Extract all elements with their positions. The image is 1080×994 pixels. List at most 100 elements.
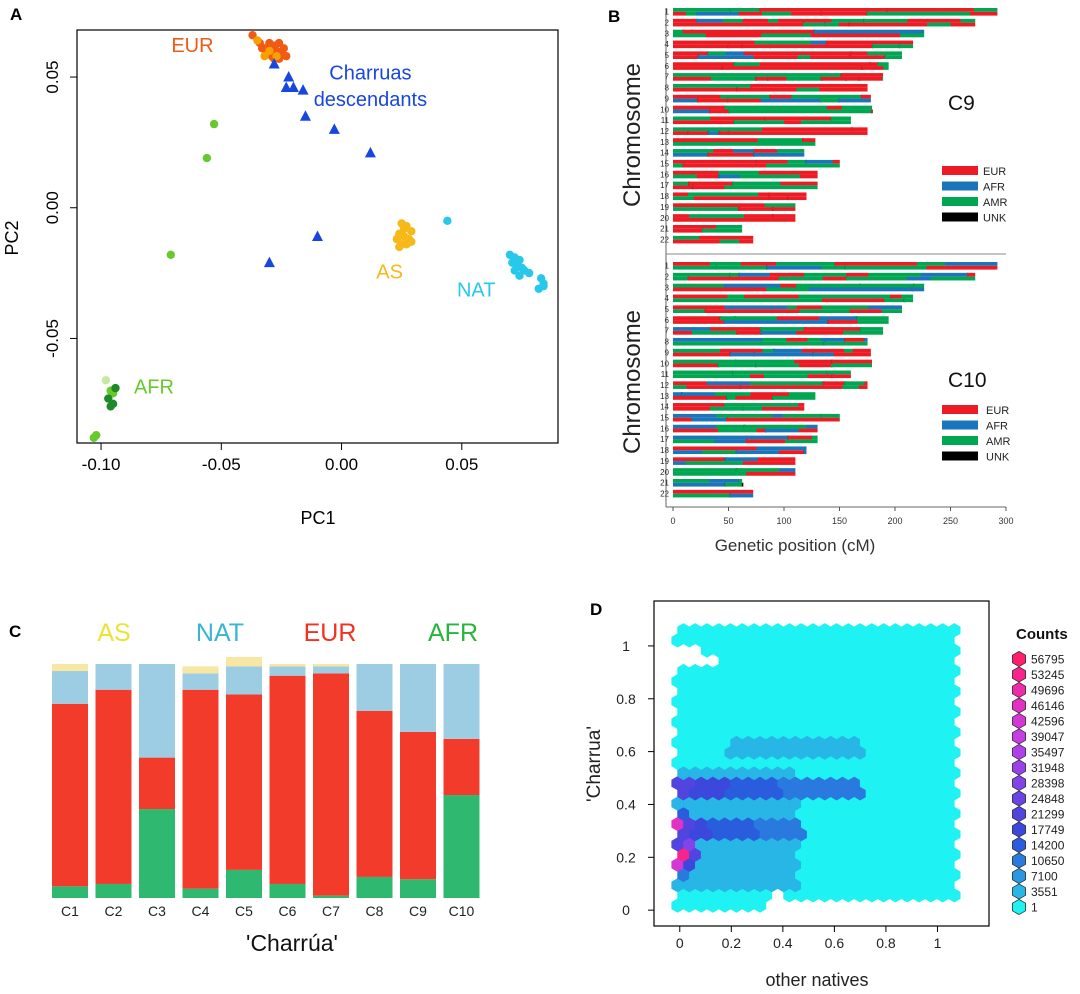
ancestry-bar-segment (269, 666, 306, 676)
hexbin-cell (942, 633, 955, 648)
ancestry-segment (785, 214, 796, 218)
hexbin-cell (748, 847, 761, 862)
ancestry-segment (820, 413, 840, 418)
ancestry-segment (859, 327, 884, 331)
ancestry-segment (763, 403, 799, 407)
ancestry-segment (673, 413, 717, 418)
hexbin-cell (901, 643, 914, 658)
hexbin-cell (889, 786, 902, 801)
hexbin-cell (718, 674, 731, 689)
hexbin-cell (830, 827, 843, 842)
hexbin-cell (942, 776, 955, 791)
hexbin-cell (871, 857, 884, 872)
hexbin-cell (824, 755, 837, 770)
ancestry-segment (831, 363, 856, 368)
hexbin-cell (877, 663, 890, 679)
hexbin-cell (748, 806, 761, 821)
ancestry-segment (673, 283, 725, 288)
hexbin-cell (895, 633, 908, 648)
ancestry-segment (691, 287, 730, 292)
hexbin-cell (924, 847, 937, 862)
hexbin-cell (753, 898, 767, 913)
hexbin-cell (695, 776, 708, 791)
hexbin-cell (912, 867, 926, 883)
hexbin-cell (765, 878, 778, 893)
ancestry-segment (726, 341, 778, 346)
hexbin-cell (759, 867, 772, 883)
ancestry-segment (778, 450, 804, 455)
hexbin-cell (901, 745, 914, 760)
hexbin-cell (759, 786, 772, 801)
ancestry-segment (761, 109, 806, 114)
ancestry-segment (816, 417, 840, 422)
chromosome-x-tick-label: 100 (776, 516, 791, 526)
hexbin-cell (824, 878, 837, 893)
hexbin-cell (883, 857, 896, 872)
hexbin-cell (683, 796, 696, 811)
ancestry-segment (708, 374, 751, 379)
hexbin-cell (677, 806, 690, 821)
ancestry-segment (673, 225, 717, 229)
chromosome-number: 3 (665, 283, 670, 292)
hexbin-cell (848, 735, 861, 750)
ancestry-segment (797, 55, 811, 59)
ancestry-segment (736, 330, 761, 335)
hexbin-cell (871, 816, 884, 832)
ancestry-segment (753, 149, 765, 153)
ancestry-bar-segment (443, 738, 480, 796)
ancestry-segment (723, 283, 781, 288)
hexbin-cell (842, 704, 855, 719)
ancestry-segment (868, 29, 924, 34)
hexbin-cell (948, 827, 961, 842)
hexbin-cell (865, 888, 878, 903)
ancestry-segment (780, 283, 797, 288)
hexbin-cell (836, 694, 849, 709)
hexbin-cell (730, 735, 743, 750)
ancestry-segment (673, 396, 727, 400)
ancestry-segment (743, 51, 802, 56)
hexbin-cell (724, 827, 737, 842)
pca-x-tick-label: -0.05 (202, 455, 241, 474)
ancestry-segment (830, 44, 862, 49)
chromosome-number: 10 (660, 359, 669, 368)
hexbin-cell (842, 806, 855, 821)
ancestry-segment (845, 276, 863, 281)
pca-plot-frame (76, 29, 559, 444)
ancestry-segment (826, 40, 873, 45)
hexbin-cell (818, 786, 831, 801)
hexbin-cell (877, 827, 890, 842)
hexbin-cell (777, 837, 790, 852)
hexbin-cell (912, 888, 926, 903)
ancestry-segment (740, 40, 755, 45)
hexbin-cell (783, 827, 796, 842)
hexbin-cell (724, 765, 737, 781)
ancestry-segment (860, 94, 871, 99)
hexbin-cell (830, 745, 843, 760)
ancestry-segment (780, 457, 796, 462)
ancestry-segment (832, 159, 840, 164)
hexbin-cell (671, 755, 684, 770)
hexbin-cell (901, 725, 914, 740)
ancestry-segment (714, 439, 725, 444)
hexbin-cell (777, 694, 790, 709)
hexbin-cell (695, 816, 708, 832)
hexbin-cell (771, 684, 784, 699)
hexbin-cell (765, 776, 778, 791)
ancestry-segment (808, 8, 839, 12)
ancestry-segment (772, 207, 796, 211)
chromosome-number: 14 (660, 403, 669, 412)
ancestry-segment (799, 363, 832, 368)
hexbin-cell (677, 725, 690, 740)
hexbin-cell (824, 857, 837, 872)
pca-point (202, 153, 212, 163)
hexbin-legend-swatch (1012, 650, 1026, 668)
ancestry-segment (834, 262, 886, 266)
ancestry-category-label: C2 (105, 903, 123, 919)
hexbin-legend-count: 10650 (1031, 854, 1065, 868)
hexbin-cell (712, 765, 725, 781)
hexbin-x-tick-label: 1 (934, 935, 942, 951)
ancestry-segment (812, 352, 835, 357)
hexbin-legend-swatch (1012, 852, 1026, 869)
hexbin-cell (924, 663, 937, 679)
pca-y-axis-label: PC2 (2, 220, 22, 255)
